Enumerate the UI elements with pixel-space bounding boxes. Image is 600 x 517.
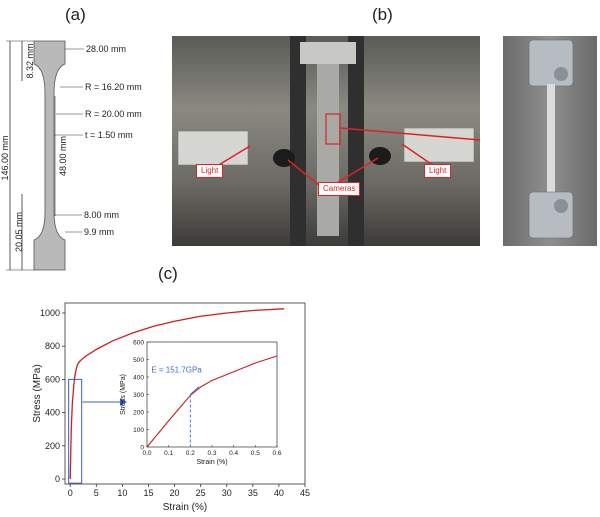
inset-x-tick-label-4: 0.4 (229, 450, 238, 457)
main-plot-frame (64, 302, 306, 485)
x-tick-label-7: 35 (248, 488, 258, 498)
inset-y-axis-label: Stress (MPa) (120, 374, 127, 415)
upper-grip (528, 39, 574, 87)
x-tick-label-6: 30 (222, 488, 232, 498)
inset-y-tick-label-6: 600 (133, 340, 144, 347)
panel-label-a: (a) (65, 5, 86, 24)
main-stress-strain-curve (69, 308, 285, 480)
dim-gauge-length: 48.00 mm (58, 136, 68, 176)
dim-radius-2: R = 20.00 mm (85, 109, 142, 119)
y-tick-label-4: 800 (45, 341, 60, 351)
x-tick-label-0: 0 (68, 488, 73, 498)
inset-x-axis-label: Strain (%) (196, 459, 227, 466)
machine-frame-left (290, 36, 306, 246)
inset-elastic-curve (146, 355, 278, 448)
setup-photo: Light Light Cameras (172, 36, 480, 246)
y-tick-label-3: 600 (45, 374, 60, 384)
x-tick-label-3: 15 (143, 488, 153, 498)
inset-x-tick-label-2: 0.2 (186, 450, 195, 457)
x-tick-label-8: 40 (274, 488, 284, 498)
inset-y-tick-label-3: 300 (133, 392, 144, 399)
inset-x-tick-label-1: 0.1 (164, 450, 173, 457)
specimen-outline (33, 40, 66, 271)
machine-frame-right (348, 36, 364, 246)
specimen-closeup-photo (503, 36, 597, 246)
dim-end-width: 9.9 mm (84, 227, 114, 237)
x-tick-label-2: 10 (117, 488, 127, 498)
machine-column (317, 46, 339, 236)
label-light-left: Light (196, 164, 224, 178)
inset-y-tick-label-4: 400 (133, 375, 144, 382)
light-right-box (403, 127, 475, 163)
label-cameras: Cameras (318, 182, 361, 196)
inset-plot-frame (146, 341, 278, 448)
dim-lower-length: 20.05 mm (14, 212, 24, 252)
light-left-box (177, 130, 249, 166)
inset-x-tick-label-6: 0.6 (272, 450, 281, 457)
inset-y-tick-label-1: 100 (133, 427, 144, 434)
y-tick-label-0: 0 (55, 474, 60, 484)
y-tick-label-1: 200 (45, 441, 60, 451)
inset-x-tick-label-3: 0.3 (207, 450, 216, 457)
camera-left (273, 149, 295, 167)
dim-total-length: 146.00 mm (0, 135, 10, 180)
dim-width-top: 28.00 mm (86, 44, 126, 54)
zoom-arrow-head (120, 398, 127, 406)
inset-x-tick-label-0: 0.0 (142, 450, 151, 457)
x-tick-label-5: 25 (196, 488, 206, 498)
modulus-annotation: E = 151.7GPa (151, 366, 202, 375)
y-tick-label-2: 400 (45, 408, 60, 418)
y-axis-label: Stress (MPa) (32, 364, 43, 422)
region-of-interest (325, 113, 341, 145)
dim-gauge-width: 8.00 mm (84, 210, 119, 220)
panel-label-b: (b) (372, 5, 393, 24)
y-tick-label-5: 1000 (40, 308, 60, 318)
dim-radius-1: R = 16.20 mm (85, 82, 142, 92)
dim-thickness: t = 1.50 mm (85, 130, 133, 140)
label-light-right: Light (424, 164, 452, 178)
panel-label-c: (c) (158, 264, 178, 283)
specimen-strip (547, 84, 555, 194)
stress-strain-chart: 0 5 10 15 20 25 30 35 40 4502004006008001000Strai… (32, 302, 310, 513)
inset-x-tick-label-5: 0.5 (251, 450, 260, 457)
modulus-pointer-line (190, 386, 200, 395)
machine-crosshead (300, 42, 356, 64)
lower-grip (528, 191, 574, 239)
x-axis-label: Strain (%) (163, 502, 207, 513)
x-tick-label-1: 5 (94, 488, 99, 498)
inset-y-tick-label-2: 200 (133, 410, 144, 417)
x-tick-label-9: 45 (300, 488, 310, 498)
inset-y-tick-label-5: 500 (133, 357, 144, 364)
zoom-region-box (68, 378, 83, 484)
inset-y-tick-label-0: 0 (140, 445, 144, 452)
specimen-drawing: 28.00 mm R = 16.20 mm R = 20.00 mm t = 1… (0, 40, 142, 271)
x-tick-label-4: 20 (170, 488, 180, 498)
dim-grip-length: 8.32 mm (25, 43, 35, 78)
